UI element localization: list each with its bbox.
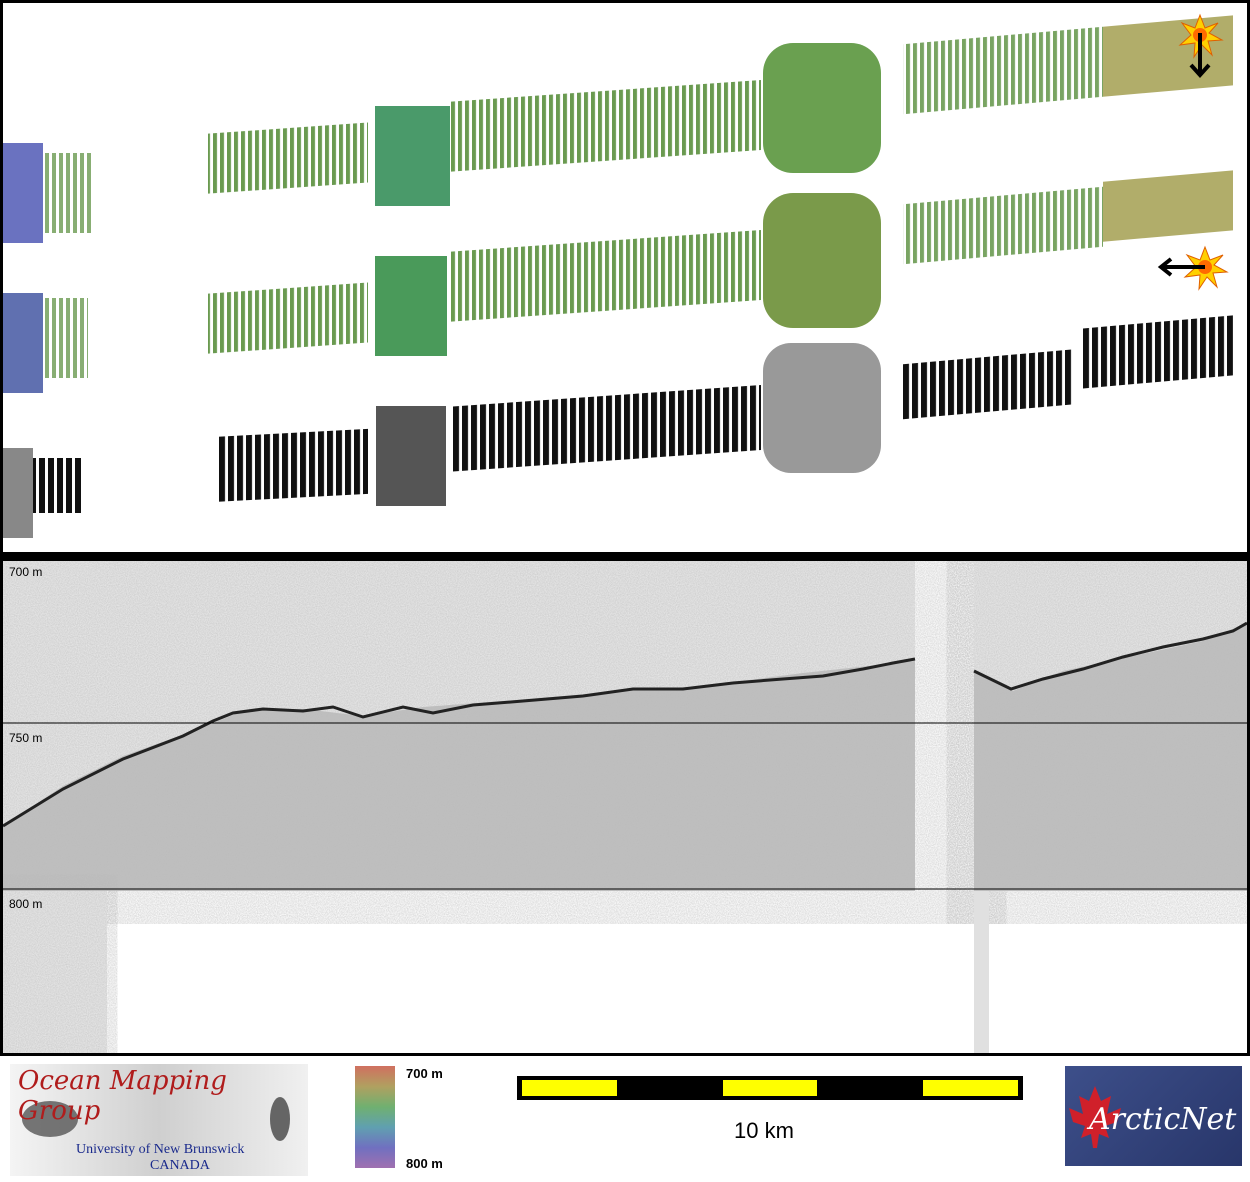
omg-university: University of New Brunswick <box>76 1142 245 1157</box>
swath-row-3-backscatter <box>3 315 1233 538</box>
legend-bar: Ocean Mapping Group University of New Br… <box>0 1056 1250 1182</box>
scale-bar <box>517 1076 1023 1100</box>
swath-row-2 <box>3 170 1233 393</box>
swath-map <box>3 13 1233 538</box>
omg-country: CANADA <box>150 1158 210 1173</box>
depth-label-750: 750 m <box>9 731 43 745</box>
swath-panel <box>3 3 1247 552</box>
depth-colorbar <box>355 1066 395 1168</box>
arrow-down-icon <box>1189 33 1211 78</box>
depth-label-700: 700 m <box>9 565 43 579</box>
colorbar-top-label: 700 m <box>406 1066 443 1081</box>
profile-panel: 700 m 750 m 800 m <box>3 561 1247 1053</box>
maple-leaf-icon <box>1069 1086 1121 1148</box>
depth-label-800: 800 m <box>9 897 43 911</box>
arcticnet-logo: ArcticNet <box>1065 1066 1242 1166</box>
seismic-profile <box>3 561 1247 1053</box>
colorbar-bottom-label: 800 m <box>406 1156 443 1171</box>
arrow-left-icon <box>1157 257 1205 277</box>
omg-title: Ocean Mapping Group <box>18 1066 227 1126</box>
omg-logo: Ocean Mapping Group University of New Br… <box>10 1064 308 1176</box>
sonar-vessel-icon <box>22 1097 290 1141</box>
scale-bar-label: 10 km <box>734 1118 794 1143</box>
arcticnet-text: ArcticNet <box>1089 1102 1237 1137</box>
